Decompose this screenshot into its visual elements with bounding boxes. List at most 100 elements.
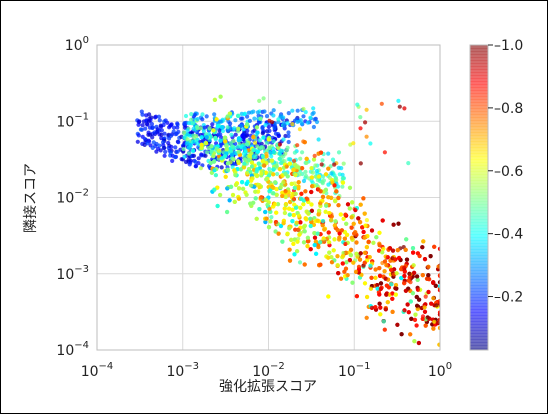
scatter-point (273, 220, 279, 225)
scatter-point (203, 141, 209, 146)
scatter-point (293, 191, 298, 196)
scatter-point (318, 201, 323, 206)
scatter-point (242, 112, 247, 117)
scatter-point (218, 94, 223, 99)
x-axis-title: 強化拡張スコア (219, 379, 317, 395)
scatter-point (277, 142, 282, 147)
scatter-point (145, 122, 150, 127)
scatter-point (297, 127, 302, 132)
colorbar: –0.2 –0.4 –0.6 –0.8 –1.0 (469, 38, 523, 351)
scatter-point (416, 340, 421, 346)
scatter-point (411, 250, 416, 255)
scatter-point (204, 135, 209, 140)
scatter-point (415, 303, 420, 308)
scatter-point (326, 151, 331, 156)
scatter-point (291, 167, 296, 173)
y-tick-label-3: 10−1 (56, 111, 89, 130)
scatter-point (303, 189, 308, 194)
scatter-point (377, 273, 383, 278)
scatter-point (281, 180, 286, 185)
scatter-point (329, 255, 334, 260)
scatter-point (238, 167, 243, 172)
scatter-point (255, 130, 260, 135)
scatter-point (381, 246, 386, 251)
scatter-point (241, 186, 246, 191)
scatter-point (326, 230, 331, 235)
scatter-point (369, 228, 375, 233)
scatter-point (349, 235, 354, 240)
scatter-point (280, 239, 285, 244)
scatter-point (381, 319, 386, 324)
scatter-point (294, 165, 299, 170)
scatter-point (426, 289, 431, 295)
scatter-point (185, 137, 190, 142)
scatter-point (342, 269, 347, 274)
scatter-point (249, 183, 254, 188)
scatter-point (198, 166, 203, 171)
scatter-point (369, 305, 374, 310)
scatter-point (212, 112, 217, 117)
scatter-point (219, 119, 224, 124)
scatter-point (431, 296, 436, 301)
scatter-point (350, 280, 355, 285)
scatter-point (167, 125, 172, 130)
scatter-point (412, 339, 417, 344)
scatter-point (358, 115, 363, 120)
scatter-point (415, 274, 420, 279)
scatter-point (273, 180, 278, 185)
scatter-point (240, 180, 245, 185)
scatter-point (236, 159, 241, 164)
scatter-point (209, 149, 214, 154)
scatter-point (262, 109, 267, 114)
scatter-point (225, 125, 230, 130)
scatter-point (271, 172, 276, 177)
scatter-point (196, 161, 201, 166)
scatter-point (310, 184, 315, 189)
scatter-point (175, 149, 180, 154)
scatter-point (300, 166, 305, 171)
scatter-point (142, 136, 147, 142)
scatter-point (384, 292, 389, 297)
scatter-point (365, 294, 370, 300)
scatter-point (335, 254, 340, 259)
scatter-point (378, 286, 383, 291)
scatter-point (420, 316, 425, 321)
scatter-point (335, 263, 340, 268)
scatter-point (199, 135, 204, 140)
scatter-point (209, 144, 214, 149)
scatter-point (327, 211, 332, 216)
scatter-point (259, 195, 264, 200)
scatter-point (415, 251, 420, 256)
scatter-point (309, 189, 314, 195)
scatter-point (389, 282, 394, 287)
scatter-point (254, 173, 260, 179)
scatter-point (209, 170, 214, 175)
scatter-point (341, 161, 346, 166)
scatter-point (350, 200, 355, 205)
scatter-point (318, 189, 323, 194)
scatter-point (406, 310, 411, 315)
scatter-point (261, 135, 266, 140)
scatter-point (332, 183, 337, 188)
scatter-point (403, 288, 408, 293)
scatter-point (227, 198, 232, 203)
scatter-point (408, 299, 413, 304)
scatter-point (318, 240, 323, 245)
scatter-point (225, 128, 230, 133)
scatter-point (275, 171, 280, 177)
scatter-point (320, 223, 325, 228)
scatter-point (149, 121, 154, 127)
scatter-point (374, 235, 379, 240)
scatter-point (396, 98, 401, 103)
scatter-point (136, 133, 141, 138)
scatter-point (351, 260, 356, 265)
scatter-point (187, 133, 193, 138)
scatter-point (311, 157, 317, 162)
scatter-point (271, 108, 276, 113)
scatter-point (309, 166, 314, 171)
scatter-point (287, 206, 292, 211)
scatter-point (371, 240, 376, 245)
scatter-point (337, 231, 342, 236)
scatter-point (302, 262, 307, 267)
scatter-point (246, 158, 251, 163)
